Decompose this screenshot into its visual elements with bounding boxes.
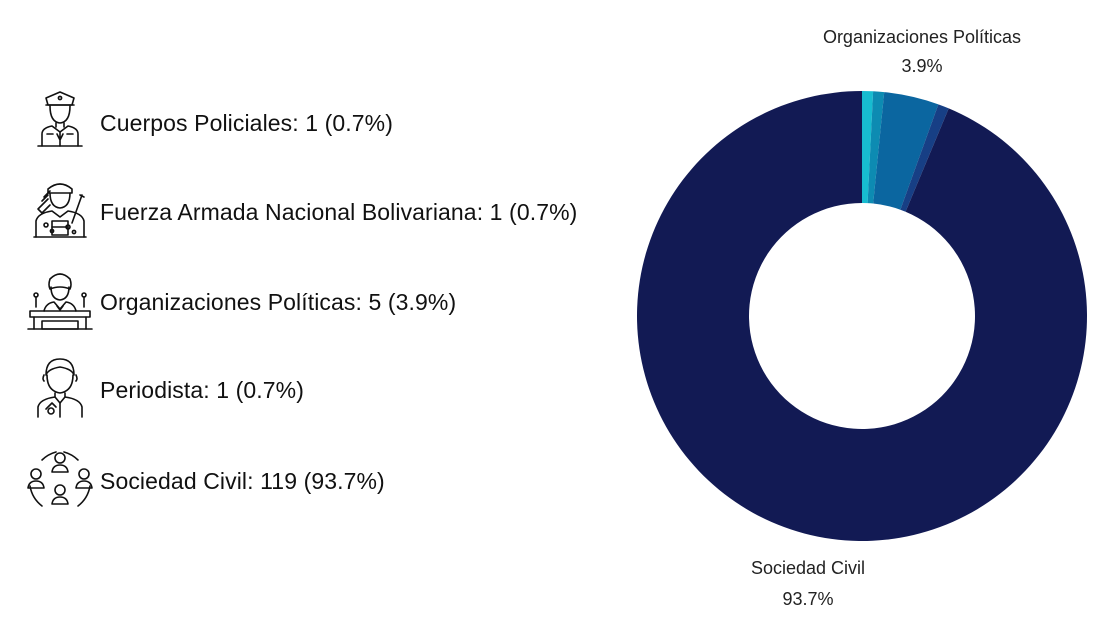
community-group-icon: [22, 446, 98, 516]
legend-label: Fuerza Armada Nacional Bolivariana: 1 (0…: [100, 198, 578, 225]
politician-podium-icon: [22, 267, 98, 337]
donut-slice-sociedad-civil: [637, 91, 1087, 541]
callout-civil-pct: 93.7%: [782, 589, 833, 609]
legend-label: Organizaciones Políticas: 5 (3.9%): [100, 288, 457, 315]
legend-item-cuerpos-policiales: Cuerpos Policiales: 1 (0.7%): [22, 88, 642, 158]
legend-item-organizaciones-politicas: Organizaciones Políticas: 5 (3.9%): [22, 267, 642, 337]
legend-label: Sociedad Civil: 119 (93.7%): [100, 467, 385, 494]
legend-item-periodista: Periodista: 1 (0.7%): [22, 355, 642, 425]
journalist-icon: [22, 355, 98, 425]
police-officer-icon: [22, 88, 98, 158]
legend-label: Periodista: 1 (0.7%): [100, 376, 304, 403]
donut-slice-organizaciones-pol-ticas: [873, 92, 939, 210]
legend-item-sociedad-civil: Sociedad Civil: 119 (93.7%): [22, 446, 642, 516]
legend-item-fuerza-armada: Fuerza Armada Nacional Bolivariana: 1 (0…: [22, 177, 642, 247]
soldier-saluting-icon: [22, 177, 98, 247]
donut-slices: [637, 91, 1087, 541]
callout-political-name: Organizaciones Políticas: [823, 27, 1021, 47]
donut-slice-cuerpos-policiales: [862, 91, 874, 204]
callout-political-pct: 3.9%: [901, 56, 942, 76]
callout-civil-name: Sociedad Civil: [751, 558, 865, 578]
donut-slice-fuerza-armada-nacional-bolivariana: [867, 91, 885, 204]
legend-label: Cuerpos Policiales: 1 (0.7%): [100, 109, 393, 136]
donut-slice-periodista: [900, 104, 949, 212]
